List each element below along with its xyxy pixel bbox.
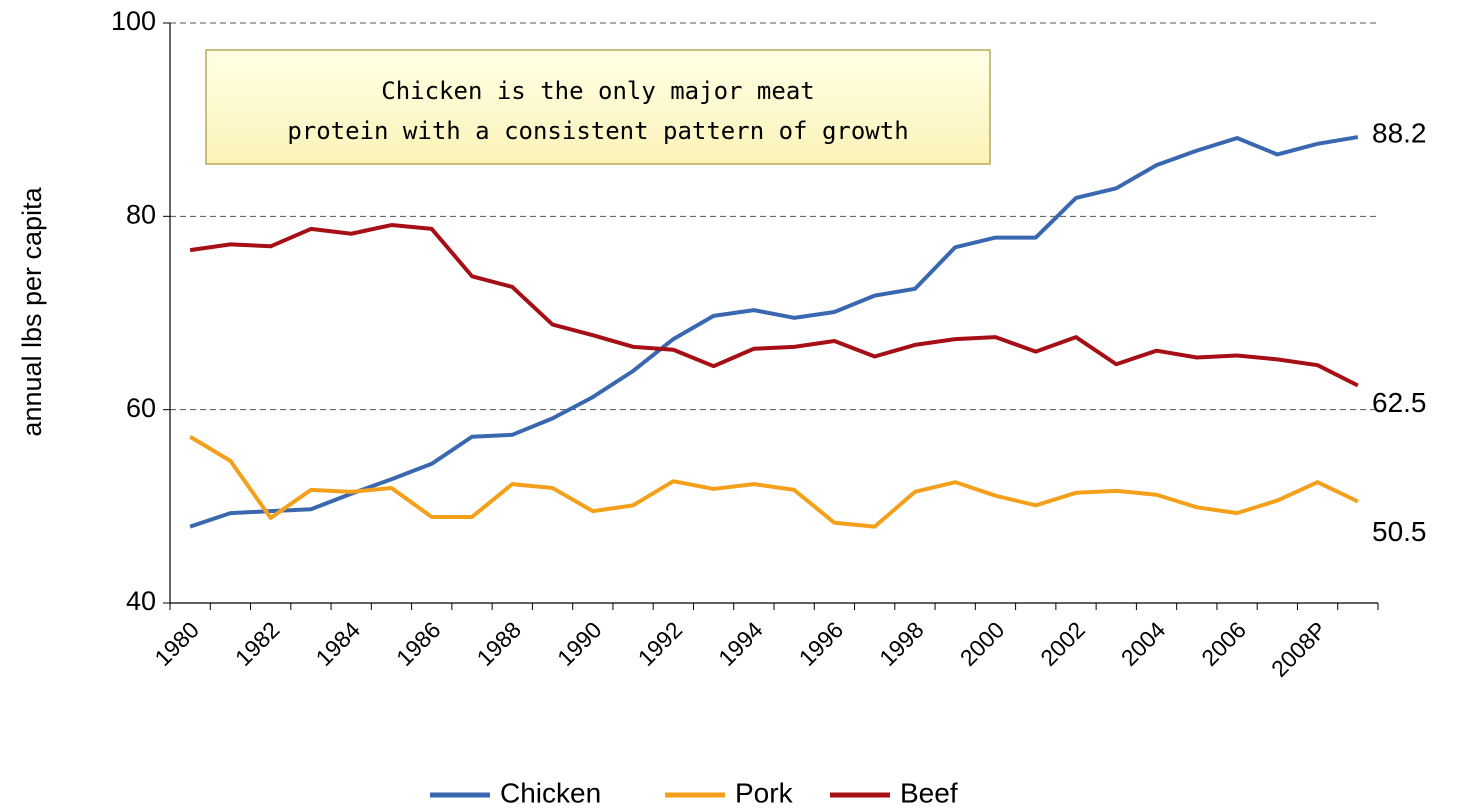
x-tick-label: 1982 [230,616,285,671]
x-tick-label: 1992 [633,616,688,671]
legend-label: Chicken [500,777,601,808]
x-tick-label: 1988 [472,616,527,671]
annotation: protein with a consistent pattern of gro… [287,117,908,145]
x-tick-label: 1994 [713,616,768,671]
annotation: Chicken is the only major meat [381,77,814,105]
x-tick-label: 2002 [1035,616,1090,671]
y-tick-label: 80 [126,199,156,229]
y-axis-title: annual lbs per capita [17,186,47,436]
x-tick-label: 1980 [149,616,204,671]
y-tick-label: 60 [126,393,156,423]
x-tick-label: 2008P [1266,616,1331,681]
x-tick-label: 1998 [874,616,929,671]
line [189,223,1359,388]
line [189,435,1359,529]
end-label: 50.5 [1372,516,1427,547]
x-tick-label: 1990 [552,616,607,671]
annotation-box [205,49,991,165]
legend-label: Pork [735,777,794,808]
x-tick-label: 2004 [1116,616,1171,671]
line [189,135,1359,529]
x-tick-label: 1986 [391,616,446,671]
y-tick-label: 100 [111,6,156,36]
end-label: 88.2 [1372,117,1427,148]
end-label: 62.5 [1372,387,1427,418]
x-tick-label: 1996 [794,616,849,671]
x-tick-label: 2006 [1196,616,1251,671]
y-tick-label: 40 [126,586,156,616]
x-tick-label: 2000 [955,616,1010,671]
legend-label: Beef [900,777,958,808]
x-tick-label: 1984 [310,616,365,671]
